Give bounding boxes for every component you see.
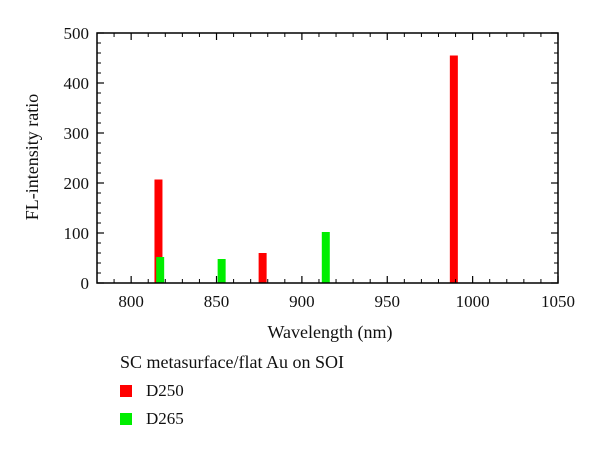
x-axis-label: Wavelength (nm) xyxy=(267,322,392,343)
y-tick-label-400: 400 xyxy=(64,74,90,93)
bar-d265-914 xyxy=(321,232,330,283)
y-tick-label-300: 300 xyxy=(64,124,90,143)
legend-swatch-d265 xyxy=(120,413,132,425)
legend-label-d265: D265 xyxy=(146,409,184,428)
bar-d265-853 xyxy=(217,259,226,283)
x-tick-label-900: 900 xyxy=(289,292,315,311)
legend-item-d250: D250 xyxy=(120,377,344,405)
plot-frame xyxy=(96,32,559,284)
legend: SC metasurface/flat Au on SOI D250 D265 xyxy=(120,352,344,433)
y-tick-label-100: 100 xyxy=(64,224,90,243)
x-tick-label-1000: 1000 xyxy=(456,292,490,311)
y-tick-label-500: 500 xyxy=(64,24,90,43)
bar-d250-877 xyxy=(258,253,267,283)
x-tick-label-850: 850 xyxy=(204,292,230,311)
x-tick-label-800: 800 xyxy=(118,292,144,311)
bar-d250-816 xyxy=(154,179,163,283)
legend-swatch-d250 xyxy=(120,385,132,397)
y-tick-label-0: 0 xyxy=(81,274,90,293)
bar-d265-817 xyxy=(156,257,165,283)
y-axis-label: FL-intensity ratio xyxy=(22,94,42,220)
bar-chart: 800 850 900 950 1000 1050 0 100 200 300 400 500 Wav… xyxy=(22,24,575,343)
legend-label-d250: D250 xyxy=(146,381,184,400)
bar-d250-989 xyxy=(449,55,458,283)
x-tick-label-1050: 1050 xyxy=(541,292,575,311)
legend-title: SC metasurface/flat Au on SOI xyxy=(120,352,344,372)
x-tick-label-950: 950 xyxy=(375,292,401,311)
y-tick-label-200: 200 xyxy=(64,174,90,193)
legend-item-d265: D265 xyxy=(120,405,344,433)
